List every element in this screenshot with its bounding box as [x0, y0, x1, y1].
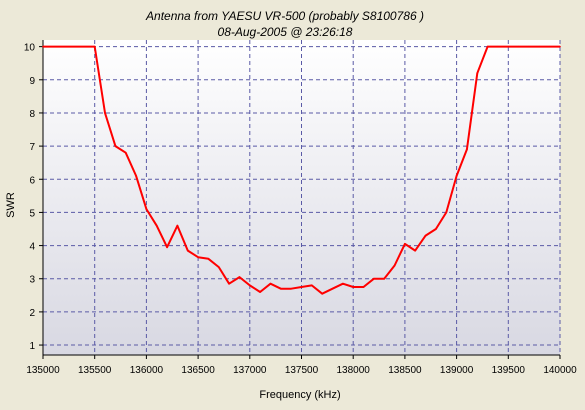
x-tick-label: 138000 — [337, 365, 371, 376]
swr-data-point — [342, 282, 344, 285]
swr-data-point — [507, 45, 510, 48]
x-tick-label: 136000 — [130, 365, 164, 376]
swr-data-point — [124, 151, 127, 154]
y-axis-label: SWR — [5, 192, 17, 218]
swr-data-point — [331, 287, 334, 290]
y-tick-label: 6 — [29, 175, 35, 186]
swr-data-point — [42, 45, 44, 48]
y-tick-labels: 1 2 3 4 5 6 7 8 9 10 — [24, 43, 43, 352]
swr-data-point — [373, 277, 375, 280]
swr-data-point — [393, 264, 396, 267]
swr-data-point — [259, 291, 261, 293]
series-group — [42, 45, 561, 295]
x-tick-label: 137000 — [233, 365, 267, 376]
swr-data-point — [290, 287, 292, 290]
swr-data-point — [197, 256, 199, 258]
swr-data-point — [497, 45, 499, 48]
swr-data-point — [280, 287, 282, 290]
swr-data-point — [238, 276, 241, 278]
swr-data-point — [445, 211, 448, 214]
swr-data-point — [135, 175, 137, 177]
chart-subtitle: 08-Aug-2005 @ 23:26:18 — [218, 25, 353, 39]
swr-data-point — [404, 243, 406, 245]
swr-data-point — [414, 249, 417, 252]
swr-data-point — [559, 45, 561, 48]
swr-data-point — [383, 277, 386, 280]
x-tick-labels: 135000 135500 136000 136500 137000 137500 1380… — [26, 355, 577, 376]
swr-data-point — [104, 112, 106, 114]
x-tick-label: 140000 — [543, 365, 577, 376]
swr-data-point — [362, 286, 365, 288]
swr-data-point — [311, 284, 313, 287]
swr-data-point — [269, 282, 272, 285]
swr-data-point — [155, 224, 158, 227]
y-tick-label: 7 — [29, 142, 35, 153]
swr-data-point — [228, 282, 230, 285]
swr-data-point — [207, 258, 210, 260]
y-tick-label: 3 — [29, 275, 35, 286]
swr-data-point — [321, 292, 323, 295]
x-tick-label: 139000 — [440, 365, 474, 376]
swr-data-point — [166, 246, 168, 249]
swr-data-point — [466, 148, 468, 151]
grid — [43, 40, 561, 355]
swr-data-point — [145, 208, 148, 210]
swr-data-point — [176, 224, 179, 227]
y-tick-label: 5 — [29, 208, 35, 219]
swr-data-point — [528, 45, 530, 48]
x-tick-label: 135500 — [78, 365, 112, 376]
swr-data-point — [424, 234, 427, 237]
swr-data-point — [217, 266, 220, 268]
swr-data-point — [186, 249, 189, 252]
x-tick-label: 139500 — [492, 365, 526, 376]
x-tick-label: 137500 — [285, 365, 319, 376]
swr-data-point — [486, 45, 489, 48]
swr-data-point — [435, 228, 437, 230]
x-tick-label: 136500 — [181, 365, 215, 376]
swr-data-point — [455, 175, 458, 177]
swr-data-point — [517, 45, 520, 48]
swr-data-point — [538, 45, 541, 48]
chart-title: Antenna from YAESU VR-500 (probably S810… — [145, 9, 424, 23]
swr-data-point — [93, 45, 96, 48]
swr-data-point — [476, 72, 479, 74]
swr-data-point — [352, 286, 355, 288]
y-tick-label: 1 — [29, 341, 35, 352]
x-axis-label: Frequency (kHz) — [259, 389, 340, 401]
swr-data-point — [114, 145, 117, 147]
y-tick-label: 2 — [29, 308, 35, 319]
swr-data-point — [548, 45, 551, 48]
y-tick-label: 10 — [24, 43, 36, 54]
x-tick-label: 138500 — [388, 365, 422, 376]
y-tick-label: 4 — [29, 242, 35, 253]
x-tick-label: 135000 — [26, 365, 60, 376]
swr-data-point — [249, 284, 251, 287]
swr-data-point — [300, 286, 303, 288]
y-tick-label: 9 — [29, 76, 35, 87]
y-tick-label: 8 — [29, 109, 35, 120]
